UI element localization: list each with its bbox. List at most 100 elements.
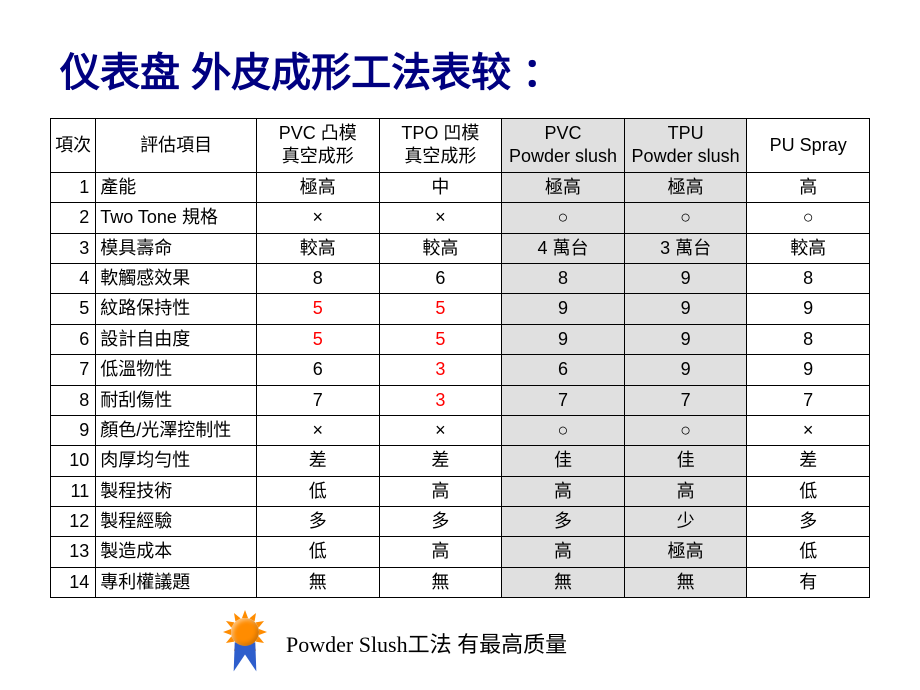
comparison-table-wrap: 項次 評估項目 PVC 凸模 真空成形 TPO 凹模 真空成形 PVC Powd… [0,118,920,598]
row-index: 1 [51,172,96,202]
cell-value: 無 [624,567,747,597]
table-row: 8耐刮傷性73777 [51,385,870,415]
header-pvc-vacuum: PVC 凸模 真空成形 [257,119,380,173]
cell-value: × [379,203,502,233]
table-row: 5紋路保持性55999 [51,294,870,324]
cell-value: × [257,203,380,233]
cell-value: 9 [624,324,747,354]
cell-value: 高 [747,172,870,202]
row-item: 產能 [96,172,257,202]
cell-value: 中 [379,172,502,202]
cell-value: 低 [257,537,380,567]
cell-value: 7 [747,385,870,415]
cell-value: 較高 [257,233,380,263]
table-row: 3模具壽命較高較高4 萬台3 萬台較高 [51,233,870,263]
header-line: TPU [668,123,704,143]
cell-value: 無 [257,567,380,597]
cell-value: 9 [624,355,747,385]
cell-value: 9 [747,294,870,324]
cell-value: 極高 [502,172,625,202]
row-index: 14 [51,567,96,597]
row-item: 肉厚均勻性 [96,446,257,476]
cell-value: 無 [379,567,502,597]
cell-value: 低 [747,476,870,506]
header-line: Powder slush [509,146,617,166]
row-index: 2 [51,203,96,233]
cell-value: 6 [257,355,380,385]
header-line: 真空成形 [404,146,476,166]
table-row: 11製程技術低高高高低 [51,476,870,506]
footer: Powder Slush工法 有最高质量 [0,598,920,675]
cell-value: ○ [502,415,625,445]
row-index: 8 [51,385,96,415]
cell-value: 3 [379,385,502,415]
cell-value: 8 [257,263,380,293]
table-row: 4軟觸感效果86898 [51,263,870,293]
cell-value: 8 [747,263,870,293]
table-row: 13製造成本低高高極高低 [51,537,870,567]
table-row: 6設計自由度55998 [51,324,870,354]
cell-value: 4 萬台 [502,233,625,263]
cell-value: × [379,415,502,445]
cell-value: 6 [379,263,502,293]
row-item: 製造成本 [96,537,257,567]
cell-value: 高 [502,537,625,567]
row-item: 低溫物性 [96,355,257,385]
cell-value: ○ [624,415,747,445]
row-index: 12 [51,507,96,537]
header-tpu-slush: TPU Powder slush [624,119,747,173]
cell-value: 高 [379,537,502,567]
row-index: 13 [51,537,96,567]
cell-value: 差 [379,446,502,476]
cell-value: 佳 [624,446,747,476]
cell-value: 9 [502,294,625,324]
cell-value: 9 [624,263,747,293]
cell-value: 無 [502,567,625,597]
table-row: 10肉厚均勻性差差佳佳差 [51,446,870,476]
cell-value: 8 [502,263,625,293]
row-index: 11 [51,476,96,506]
header-pvc-slush: PVC Powder slush [502,119,625,173]
cell-value: 多 [502,507,625,537]
row-item: 顏色/光澤控制性 [96,415,257,445]
table-head: 項次 評估項目 PVC 凸模 真空成形 TPO 凹模 真空成形 PVC Powd… [51,119,870,173]
cell-value: 低 [257,476,380,506]
header-tpo-vacuum: TPO 凹模 真空成形 [379,119,502,173]
cell-value: 差 [257,446,380,476]
table-row: 12製程經驗多多多少多 [51,507,870,537]
header-line: PVC [544,123,581,143]
header-pu-spray: PU Spray [747,119,870,173]
cell-value: 多 [257,507,380,537]
row-item: 軟觸感效果 [96,263,257,293]
comparison-table: 項次 評估項目 PVC 凸模 真空成形 TPO 凹模 真空成形 PVC Powd… [50,118,870,598]
row-item: 耐刮傷性 [96,385,257,415]
cell-value: 7 [624,385,747,415]
footer-text: Powder Slush工法 有最高质量 [286,627,567,659]
row-item: 模具壽命 [96,233,257,263]
header-line: Powder slush [632,146,740,166]
cell-value: 5 [257,324,380,354]
cell-value: 極高 [257,172,380,202]
cell-value: 5 [379,324,502,354]
row-index: 4 [51,263,96,293]
cell-value: 差 [747,446,870,476]
cell-value: 3 萬台 [624,233,747,263]
cell-value: 佳 [502,446,625,476]
row-item: 紋路保持性 [96,294,257,324]
table-body: 1產能極高中極高極高高2Two Tone 規格××○○○3模具壽命較高較高4 萬… [51,172,870,597]
cell-value: 少 [624,507,747,537]
cell-value: 極高 [624,537,747,567]
cell-value: 9 [747,355,870,385]
cell-value: 5 [379,294,502,324]
cell-value: 6 [502,355,625,385]
row-index: 3 [51,233,96,263]
row-index: 6 [51,324,96,354]
cell-value: 低 [747,537,870,567]
cell-value: 高 [379,476,502,506]
table-row: 1產能極高中極高極高高 [51,172,870,202]
cell-value: 7 [502,385,625,415]
cell-value: × [257,415,380,445]
cell-value: 高 [502,476,625,506]
cell-value: 較高 [379,233,502,263]
cell-value: × [747,415,870,445]
